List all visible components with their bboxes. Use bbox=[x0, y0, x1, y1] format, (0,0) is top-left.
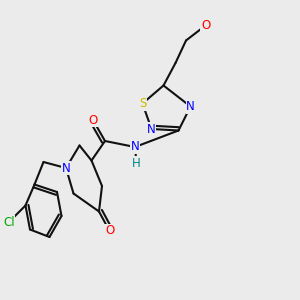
Text: Cl: Cl bbox=[3, 215, 15, 229]
Text: O: O bbox=[105, 224, 114, 238]
Text: O: O bbox=[201, 19, 210, 32]
Text: N: N bbox=[147, 122, 156, 136]
Text: N: N bbox=[130, 140, 140, 154]
Text: N: N bbox=[186, 100, 195, 113]
Text: H: H bbox=[132, 157, 141, 170]
Text: S: S bbox=[139, 97, 146, 110]
Text: O: O bbox=[88, 113, 98, 127]
Text: N: N bbox=[61, 161, 70, 175]
